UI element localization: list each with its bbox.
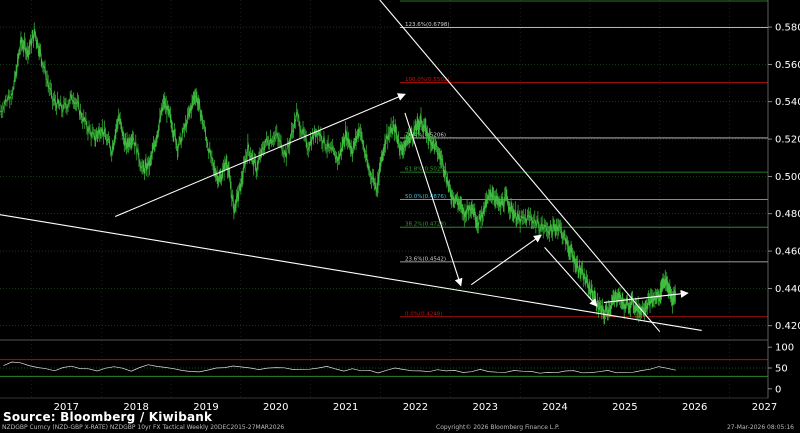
footer-copyright: Copyright© 2026 Bloomberg Finance L.P. [436, 424, 560, 431]
x-tick-label: 2026 [682, 402, 707, 413]
arrow [114, 93, 406, 218]
trend-line [379, 0, 661, 333]
y-tick-label: 0.5800 [775, 23, 800, 34]
footer-series-info: NZDGBP Curncy (NZD-GBP X-RATE) NZDGBP 10… [2, 424, 285, 431]
y-tick-label: 0.4800 [775, 209, 800, 220]
x-tick-label: 2025 [612, 402, 637, 413]
price-line [0, 30, 676, 319]
oscillator-line [3, 361, 676, 374]
fib-label: 123.6%(0.6798) [405, 22, 450, 28]
y-tick-label: 0.5200 [775, 135, 800, 146]
x-tick-label: 2023 [473, 402, 498, 413]
y-tick-label: 0.4400 [775, 284, 800, 295]
x-tick-label: 2017 [54, 402, 79, 413]
y-tick-label: 0.4200 [775, 321, 800, 332]
x-tick-label: 2021 [333, 402, 358, 413]
y-tick-label: 0.5000 [775, 172, 800, 183]
fib-label: 0.0%(0.4248) [405, 311, 443, 317]
arrow [404, 112, 463, 287]
y-tick-label: 0.5400 [775, 97, 800, 108]
fib-label: 100.0%(0.5502) [405, 77, 450, 83]
fib-label: 61.8%(0.5023) [405, 167, 446, 173]
gridlines [0, 0, 768, 398]
y-tick-label: 0.5600 [775, 60, 800, 71]
trend-lines [0, 0, 702, 333]
fib-label: 50.0%(0.4876) [405, 194, 446, 200]
osc-tick-label: 0 [775, 384, 781, 395]
y-tick-label: 0.4600 [775, 247, 800, 258]
fibonacci-levels: 123.6%(0.6798) 100.0%(0.5502) 76.4%(0.5206… [400, 0, 768, 317]
fib-label: 76.4%(0.5206) [405, 132, 446, 138]
arrow [470, 234, 542, 286]
x-tick-label: 2018 [123, 402, 148, 413]
osc-tick-label: 100 [775, 343, 794, 354]
footer-timestamp: 27-Mar-2026 08:05:16 [726, 424, 794, 431]
x-tick-label: 2024 [542, 402, 567, 413]
price-series [0, 22, 676, 325]
source-label: Source: Bloomberg / Kiwibank [3, 410, 213, 424]
x-tick-label: 2022 [403, 402, 428, 413]
arrow [603, 289, 689, 303]
x-tick-label: 2027 [752, 402, 777, 413]
osc-tick-label: 50 [775, 364, 788, 375]
x-tick-label: 2019 [193, 402, 218, 413]
oscillator-panel [0, 339, 768, 399]
axes: 0.5800 0.5600 0.5400 0.5200 0.5000 0.4800 0.46… [54, 0, 800, 413]
fib-label: 23.6%(0.4542) [405, 256, 446, 262]
x-tick-label: 2020 [263, 402, 288, 413]
arrow [544, 246, 598, 307]
trend-line [0, 214, 702, 331]
fib-label: 38.2%(0.4728) [405, 222, 446, 228]
